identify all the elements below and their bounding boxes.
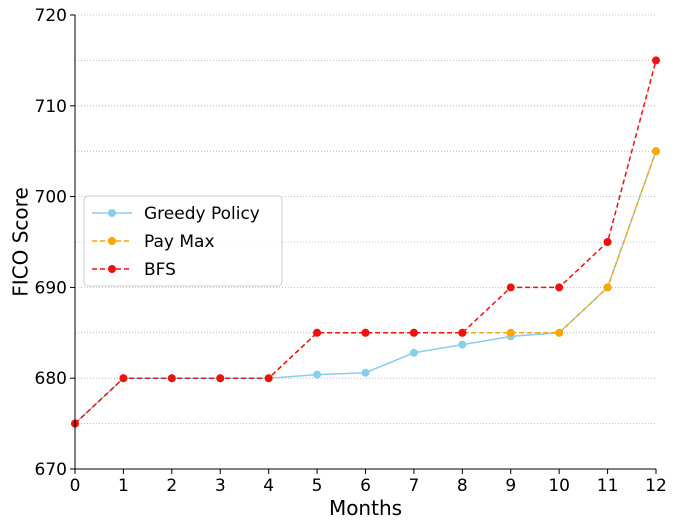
data-point	[361, 328, 370, 337]
data-point	[167, 374, 176, 383]
y-tick-label: 670	[35, 460, 67, 480]
x-tick-label: 1	[118, 476, 129, 496]
x-tick-label: 4	[263, 476, 274, 496]
x-tick-label: 12	[645, 476, 667, 496]
y-axis-label: FICO Score	[9, 187, 33, 296]
legend: Greedy Policy Pay Max BFS	[83, 195, 283, 287]
legend-marker	[108, 209, 116, 217]
data-point	[119, 374, 128, 383]
data-point	[506, 283, 515, 292]
data-point	[652, 56, 660, 65]
x-tick-label: 10	[548, 476, 570, 496]
y-tick-label: 720	[35, 6, 67, 26]
legend-marker	[108, 237, 116, 245]
legend-label: Greedy Policy	[144, 204, 260, 224]
y-tick-label: 690	[35, 278, 67, 298]
data-point	[603, 238, 612, 246]
data-point	[216, 374, 225, 383]
data-point	[506, 328, 515, 337]
data-point	[409, 348, 418, 357]
x-tick-label: 0	[70, 476, 81, 496]
series-layer	[71, 56, 660, 428]
x-tick-label: 6	[360, 476, 371, 496]
legend-marker	[108, 265, 116, 273]
x-tick-label: 11	[597, 476, 619, 496]
legend-label: BFS	[144, 260, 176, 280]
data-point	[555, 328, 564, 337]
x-tick-label: 5	[312, 476, 323, 496]
data-point	[458, 328, 467, 337]
data-point	[264, 374, 273, 383]
y-tick-label: 700	[35, 188, 67, 208]
y-tick-label: 680	[35, 369, 67, 389]
x-axis-label: Months	[329, 496, 402, 520]
x-tick-label: 8	[457, 476, 468, 496]
y-tick-label: 710	[35, 97, 67, 117]
x-tick-label: 7	[409, 476, 420, 496]
x-tick-label: 3	[215, 476, 226, 496]
series-bfs	[71, 56, 660, 428]
data-point	[603, 283, 612, 292]
x-tick-label: 2	[166, 476, 177, 496]
data-point	[409, 328, 418, 337]
data-point	[313, 370, 322, 379]
legend-box	[83, 195, 283, 287]
data-point	[361, 368, 370, 377]
data-point	[313, 328, 322, 337]
data-point	[652, 147, 660, 156]
x-tick-label: 9	[505, 476, 516, 496]
legend-label: Pay Max	[144, 232, 215, 252]
data-point	[458, 340, 467, 349]
data-point	[555, 283, 564, 292]
